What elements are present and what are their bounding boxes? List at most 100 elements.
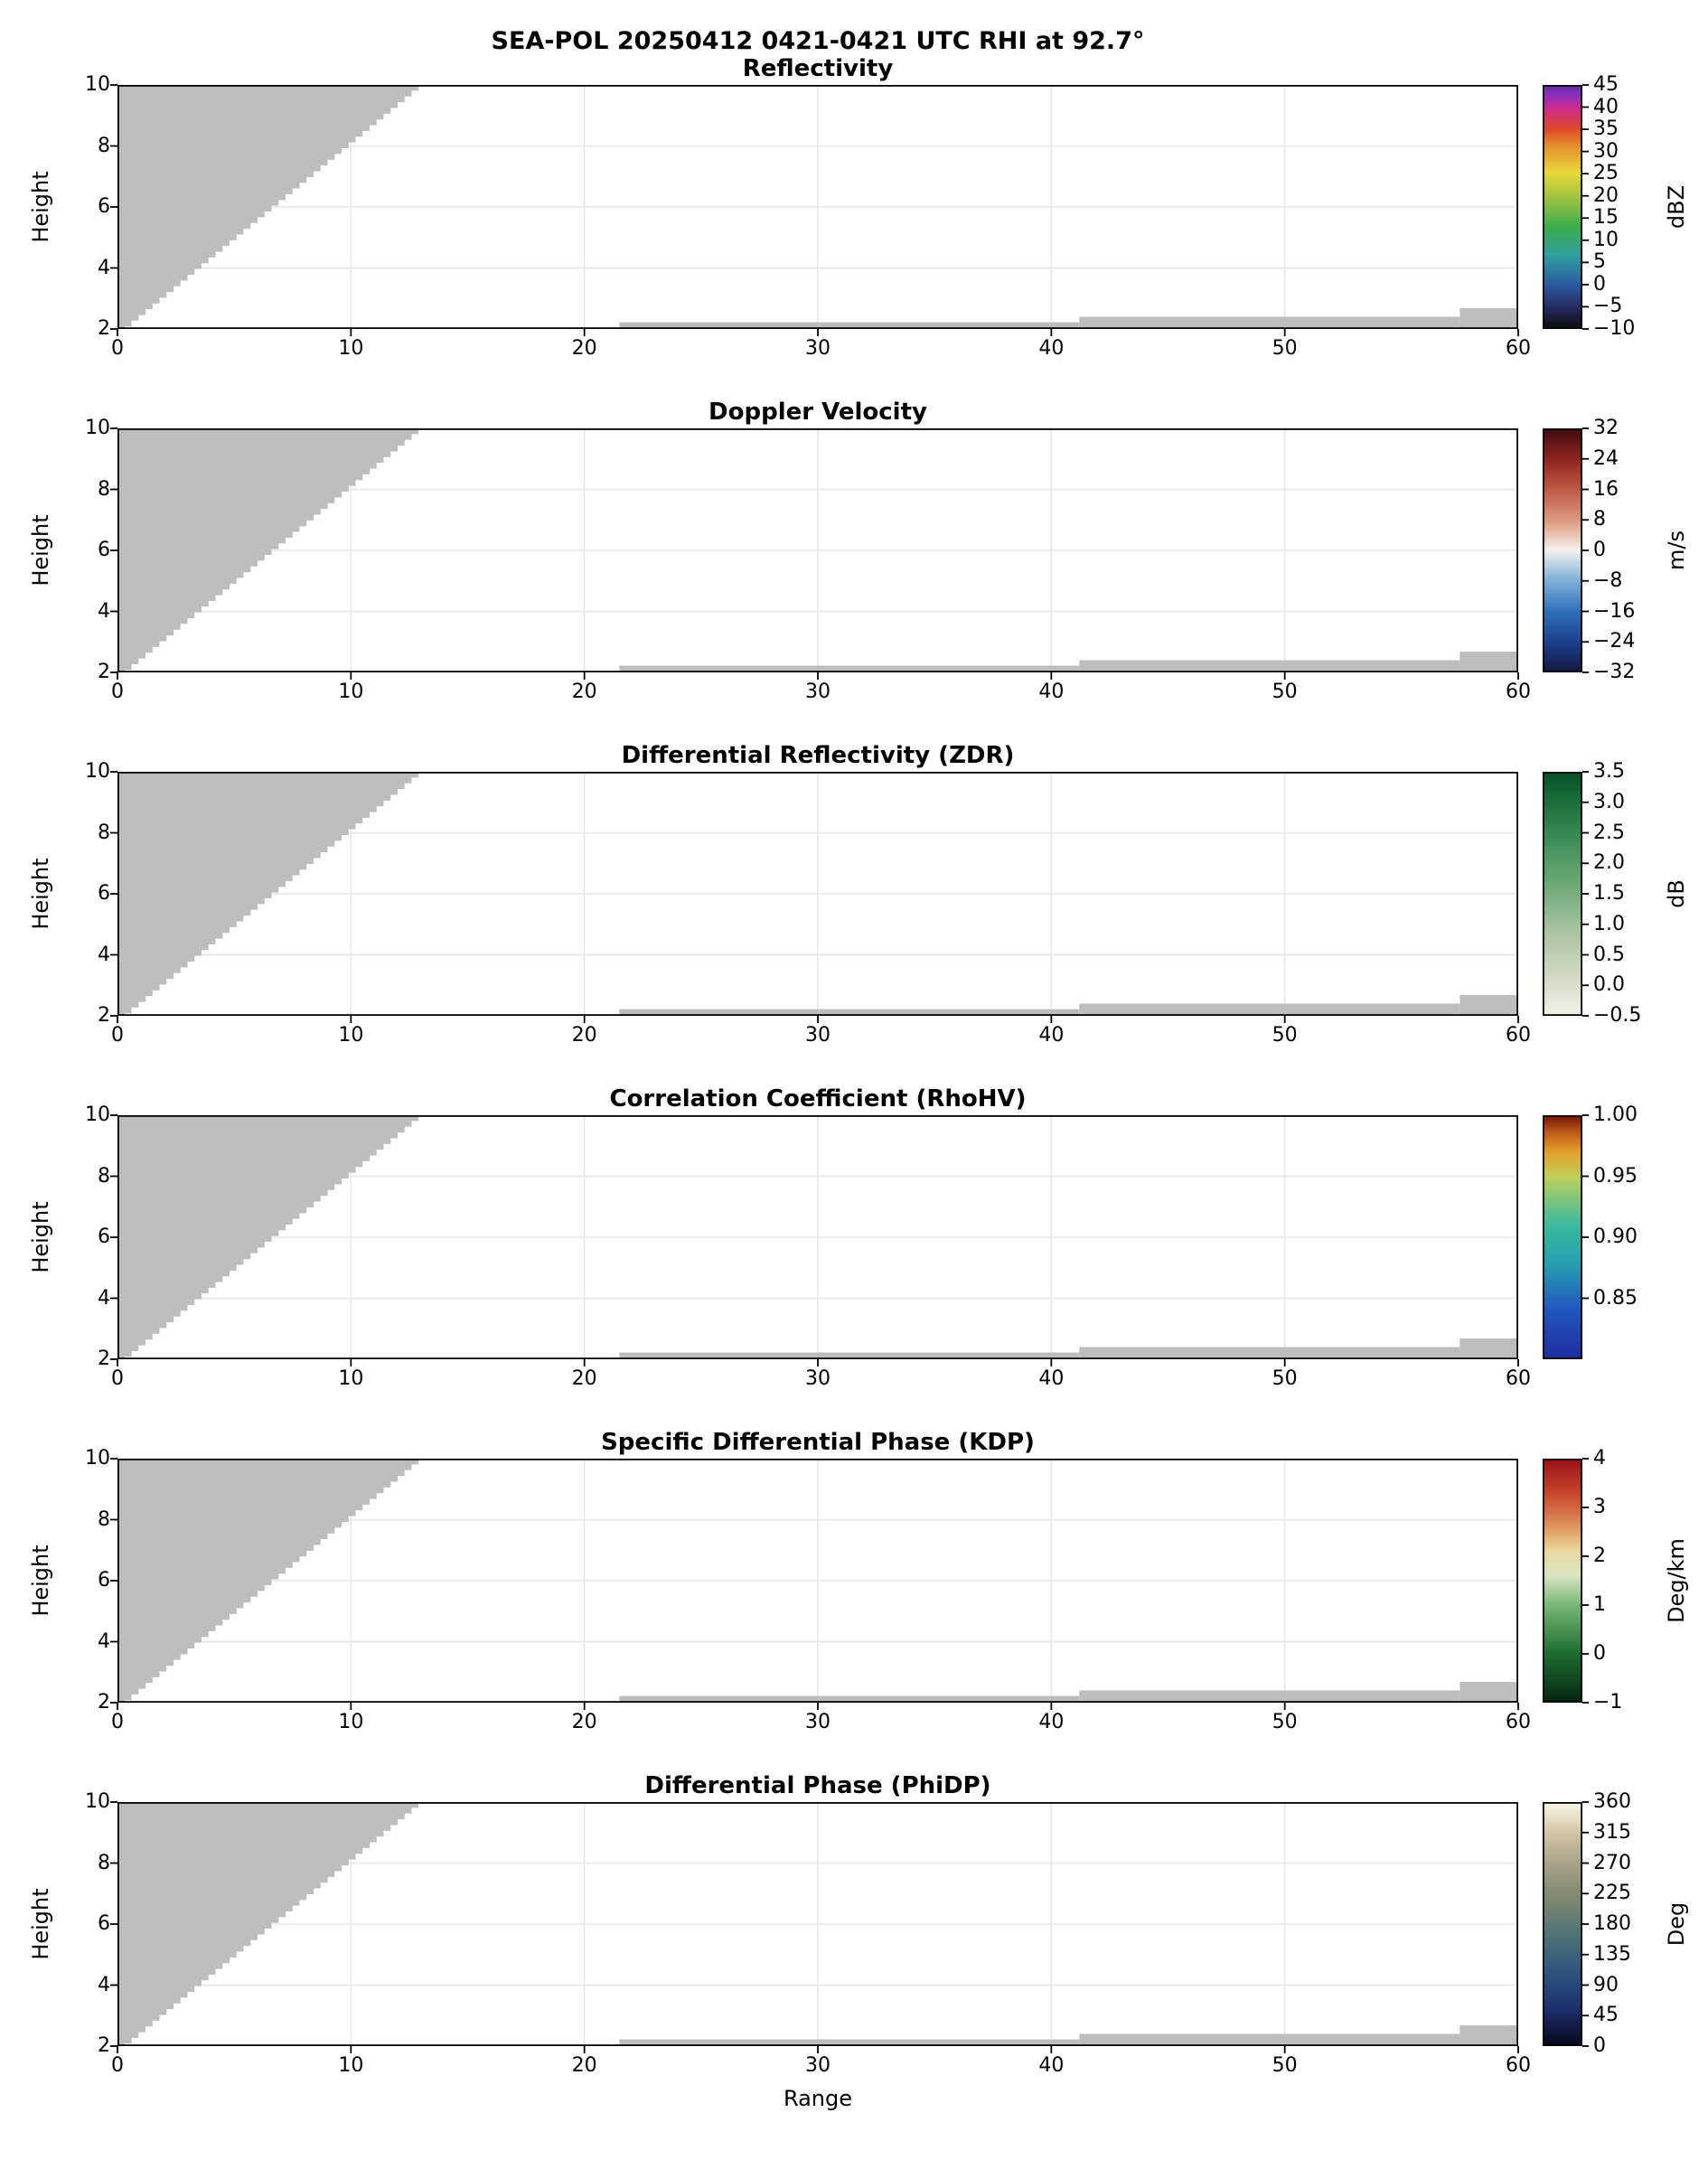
plot-reflectivity [110,84,1519,336]
no-data-wedge [117,428,419,672]
y-tick-label: 4 [98,599,110,623]
y-tick-label: 2 [98,1691,110,1714]
x-tick-label: 50 [1272,2054,1298,2077]
y-tick-label: 2 [98,661,110,683]
y-tick-label: 6 [98,539,110,561]
y-tick-label: 4 [98,943,110,966]
y-tick-label: 8 [98,477,110,501]
colorbar-tick-label: 315 [1593,1820,1631,1844]
no-data-wedge [117,85,419,329]
colorbar-tick-label: −1 [1593,1691,1623,1714]
x-tick-label: 30 [805,337,831,360]
figure-suptitle: SEA-POL 20250412 0421-0421 UTC RHI at 92… [491,27,1145,55]
colorbar-differential-reflectivity-zdr [1542,771,1589,1017]
y-axis-label: Height [28,514,53,587]
panel-title-correlation-coefficient-rhohv: Correlation Coefficient (RhoHV) [609,1085,1027,1113]
y-axis-label: Height [28,1888,53,1960]
no-data-strip [1459,1338,1518,1359]
y-tick-label: 2 [98,1347,110,1370]
x-tick-label: 30 [805,1367,831,1390]
x-tick-label: 60 [1506,337,1531,360]
y-tick-label: 8 [98,821,110,844]
y-tick-label: 6 [98,1569,110,1592]
colorbar-tick-label: 2.5 [1593,821,1625,844]
x-tick-label: 40 [1038,1367,1065,1390]
colorbar-tick-label: 8 [1593,508,1606,531]
panel-title-differential-reflectivity-zdr: Differential Reflectivity (ZDR) [621,742,1015,769]
plot-differential-reflectivity-zdr [110,771,1519,1023]
colorbar-tick-label: 1.00 [1593,1103,1638,1126]
plot-border [117,1801,1518,2047]
no-data-wedge [117,772,419,1016]
colorbar-gradient [1543,1802,1582,2046]
x-tick-label: 50 [1272,681,1298,703]
no-data-strip [619,1695,1080,1703]
x-tick-label: 40 [1038,681,1065,703]
colorbar-tick-label: 270 [1593,1851,1631,1874]
no-data-strip [1459,308,1518,329]
x-tick-label: 50 [1272,1711,1298,1733]
no-data-strip [1459,652,1518,672]
colorbar-tick-label: 135 [1593,1942,1631,1966]
colorbar-tick-label: 15 [1593,206,1619,230]
colorbar-unit-label: Deg [1664,1901,1689,1947]
y-tick-label: 10 [85,1447,110,1469]
no-data-strip [1079,1003,1460,1016]
no-data-strip [619,665,1080,672]
x-tick-label: 20 [571,1367,597,1390]
no-data-strip [1459,995,1518,1016]
y-tick-label: 4 [98,1286,110,1310]
colorbar-tick-label: 0.95 [1593,1164,1638,1188]
y-tick-label: 10 [85,417,110,439]
y-tick-label: 10 [85,1790,110,1813]
x-tick-label: 40 [1038,337,1065,360]
no-data-strip [619,322,1080,329]
x-tick-label: 10 [338,2054,364,2077]
colorbar-tick-label: 16 [1593,477,1619,501]
panel-title-specific-differential-phase-kdp: Specific Differential Phase (KDP) [601,1429,1035,1456]
colorbar-tick-label: −0.5 [1593,1004,1642,1027]
y-tick-label: 8 [98,134,110,157]
no-data-strip [1079,316,1460,329]
y-tick-label: 8 [98,1507,110,1531]
colorbar-tick-label: 2 [1593,1545,1606,1567]
no-data-strip [1079,660,1460,672]
x-tick-label: 20 [571,681,597,703]
no-data-wedge [117,1802,419,2046]
y-tick-label: 2 [98,2034,110,2057]
x-tick-label: 10 [338,681,364,703]
y-tick-label: 10 [85,1103,110,1126]
x-tick-label: 0 [111,1024,124,1047]
no-data-wedge [117,1115,419,1359]
colorbar-tick-label: 10 [1593,228,1619,251]
colorbar-unit-label: Deg/km [1664,1538,1689,1623]
no-data-strip [1079,1690,1460,1703]
panel-title-differential-phase-phidp: Differential Phase (PhiDP) [644,1772,991,1799]
x-tick-label: 10 [338,1024,364,1047]
x-tick-label: 0 [111,337,124,360]
colorbar-unit-label: dB [1664,879,1689,908]
colorbar-correlation-coefficient-rhohv [1542,1114,1589,1360]
x-tick-label: 60 [1506,2054,1531,2077]
colorbar-tick-label: 24 [1593,446,1619,470]
x-tick-label: 20 [571,1024,597,1047]
colorbar-tick-label: 35 [1593,117,1619,141]
no-data-strip [1459,2025,1518,2046]
x-tick-label: 10 [338,1367,364,1390]
colorbar-tick-label: 0 [1593,539,1606,561]
plot-differential-phase-phidp [110,1801,1519,2053]
x-tick-label: 10 [338,337,364,360]
colorbar-specific-differential-phase-kdp [1542,1458,1589,1704]
colorbar-border [1542,84,1583,330]
x-tick-label: 20 [571,2054,597,2077]
colorbar-tick-label: 25 [1593,162,1619,185]
x-tick-label: 20 [571,1711,597,1733]
no-data-strip [619,2039,1080,2046]
colorbar-tick-label: 0.90 [1593,1225,1638,1248]
y-axis-label: Height [28,1201,53,1273]
colorbar-tick-label: 1.5 [1593,882,1625,905]
plot-border [117,1114,1518,1360]
y-tick-label: 8 [98,1851,110,1874]
colorbar-tick-label: −5 [1593,295,1623,318]
panel-title-reflectivity: Reflectivity [742,55,894,82]
